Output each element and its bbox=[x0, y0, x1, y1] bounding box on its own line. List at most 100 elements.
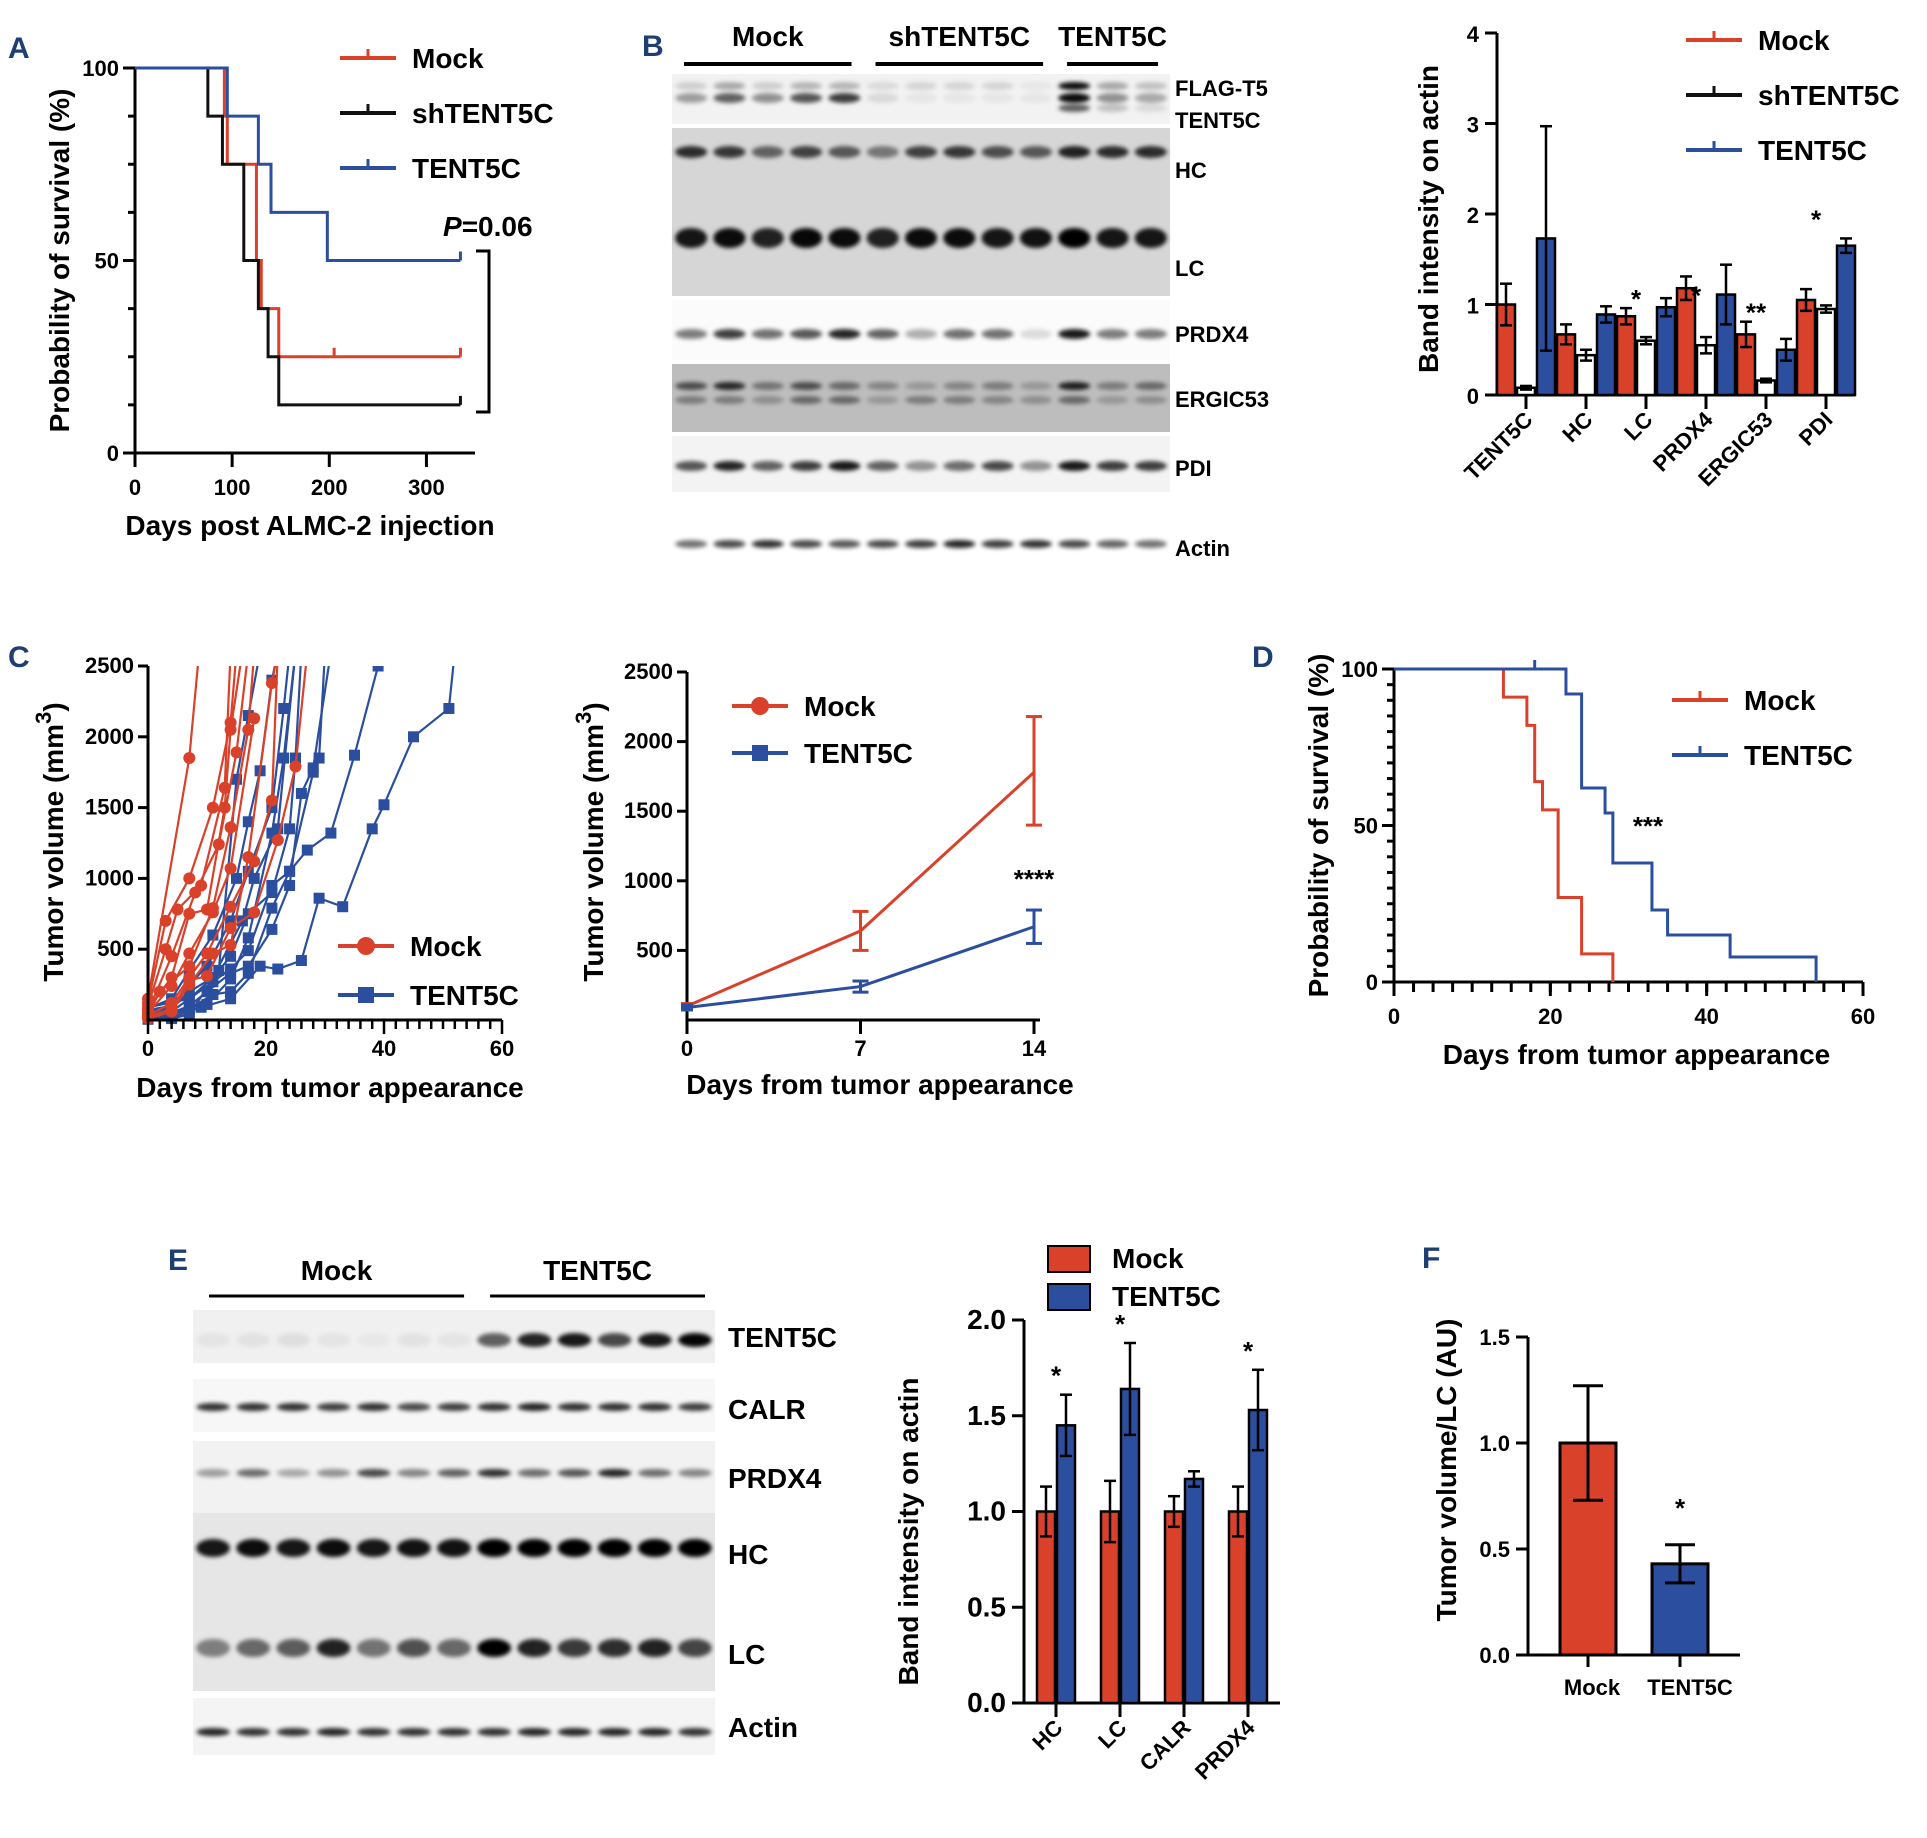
protein-band bbox=[557, 1639, 592, 1657]
x-axis-label: Days from tumor appearance bbox=[1443, 1039, 1830, 1070]
protein-band bbox=[828, 396, 861, 404]
legend-tent5c-label: TENT5C bbox=[804, 738, 913, 769]
protein-band bbox=[1134, 104, 1167, 112]
protein-band bbox=[943, 228, 976, 248]
protein-band bbox=[477, 1403, 512, 1411]
panel-e-western-blot: Mock TENT5C TENT5C CALR PRDX4 HC LC Actin bbox=[193, 1255, 837, 1755]
data-point-mock bbox=[206, 902, 219, 915]
protein-band bbox=[1096, 540, 1129, 548]
protein-band bbox=[981, 396, 1014, 404]
protein-band bbox=[1058, 329, 1091, 339]
y-axis-label: Tumor volume (mm3) bbox=[571, 702, 609, 981]
protein-band bbox=[675, 540, 708, 548]
protein-band bbox=[675, 93, 708, 103]
y-tick-label: 0 bbox=[1366, 970, 1378, 995]
protein-band bbox=[1019, 382, 1053, 390]
x-label-tent5c: TENT5C bbox=[1459, 407, 1537, 485]
protein-band bbox=[675, 146, 708, 158]
data-point-tent5c bbox=[372, 666, 384, 672]
legend-shtent5c-label: shTENT5C bbox=[412, 98, 554, 129]
y-tick-label: 500 bbox=[97, 936, 134, 961]
protein-band bbox=[675, 396, 708, 404]
protein-band bbox=[828, 461, 861, 471]
data-point-mock bbox=[224, 862, 237, 875]
protein-band bbox=[1058, 93, 1091, 103]
protein-band bbox=[713, 93, 746, 103]
protein-band bbox=[236, 1639, 271, 1657]
row-label-flag-t5: FLAG-T5 bbox=[1175, 76, 1268, 101]
y-axis-label-superscript: 3 bbox=[31, 712, 56, 724]
row-label-lc: LC bbox=[1175, 256, 1204, 281]
bar-tent5c-prdx4 bbox=[1247, 1408, 1269, 1705]
protein-band bbox=[981, 382, 1014, 390]
protein-band bbox=[904, 228, 938, 248]
data-point-tent5c bbox=[242, 945, 254, 957]
data-point-tent5c bbox=[266, 827, 278, 839]
protein-band bbox=[789, 228, 823, 248]
panel-letter-c: C bbox=[8, 641, 30, 674]
legend-mock-label: Mock bbox=[1744, 685, 1816, 716]
protein-band bbox=[477, 1333, 512, 1347]
protein-band bbox=[196, 1728, 230, 1736]
blot-strip-actin bbox=[672, 496, 1170, 574]
bar-mock-prdx4 bbox=[1227, 1510, 1249, 1705]
data-point-tent5c bbox=[201, 998, 213, 1010]
legend-tent5c-label: TENT5C bbox=[1758, 135, 1867, 166]
panel-letter-e: E bbox=[168, 1244, 188, 1277]
protein-band bbox=[637, 1728, 672, 1736]
data-point-mock bbox=[248, 906, 261, 919]
data-point-mock bbox=[248, 712, 261, 725]
panel-b-western-blot: Mock shTENT5C TENT5C FLAG-T5 TENT5C HC LC PRDX4… bbox=[672, 21, 1269, 574]
protein-band bbox=[678, 1333, 712, 1347]
y-tick-label: 2500 bbox=[85, 653, 134, 678]
protein-band bbox=[276, 1333, 311, 1347]
bar-mock-lc bbox=[1615, 315, 1637, 397]
data-point-mock bbox=[206, 801, 219, 814]
protein-band bbox=[196, 1469, 230, 1477]
protein-band bbox=[356, 1728, 391, 1736]
survival-curve-mock bbox=[135, 66, 461, 359]
data-point-tent5c bbox=[213, 964, 225, 976]
data-point-mock bbox=[159, 914, 172, 927]
data-point-tent5c bbox=[225, 915, 237, 927]
row-label-prdx4: PRDX4 bbox=[1175, 322, 1249, 347]
data-point-tent5c bbox=[254, 960, 266, 972]
protein-band bbox=[316, 1728, 351, 1736]
protein-band bbox=[904, 146, 938, 158]
y-tick-label: 3 bbox=[1467, 113, 1479, 138]
data-point-mock bbox=[189, 886, 202, 899]
data-point-tent5c bbox=[225, 986, 237, 998]
protein-band bbox=[981, 82, 1014, 90]
protein-band bbox=[236, 1403, 271, 1411]
protein-band bbox=[789, 93, 823, 103]
protein-band bbox=[943, 93, 976, 103]
x-tick-label: 0 bbox=[1388, 1004, 1400, 1029]
protein-band bbox=[828, 540, 861, 548]
protein-band bbox=[789, 396, 823, 404]
protein-band bbox=[713, 82, 746, 90]
y-tick-label: 50 bbox=[95, 249, 119, 274]
data-point-mock bbox=[206, 947, 219, 960]
protein-band bbox=[866, 93, 899, 103]
protein-band bbox=[866, 82, 899, 90]
protein-band bbox=[477, 1728, 512, 1736]
data-point-mock bbox=[224, 900, 237, 913]
protein-band bbox=[196, 1403, 230, 1411]
protein-band bbox=[981, 540, 1014, 548]
protein-band bbox=[597, 1539, 632, 1557]
data-point-tent5c bbox=[366, 823, 378, 835]
legend-tent5c-marker bbox=[358, 987, 374, 1003]
protein-band bbox=[557, 1539, 592, 1557]
protein-band bbox=[828, 228, 861, 248]
data-point-mock bbox=[224, 821, 237, 834]
protein-band bbox=[1134, 382, 1167, 390]
protein-band bbox=[981, 93, 1014, 103]
p-label: P bbox=[443, 211, 462, 242]
protein-band bbox=[276, 1639, 311, 1657]
y-tick-label: 1.5 bbox=[967, 1400, 1006, 1431]
protein-band bbox=[981, 228, 1014, 248]
y-tick-label: 1500 bbox=[624, 798, 673, 823]
significance-stars: * bbox=[1051, 1361, 1062, 1391]
growth-line-tent5c bbox=[147, 666, 302, 1013]
data-point-tent5c bbox=[301, 844, 313, 856]
